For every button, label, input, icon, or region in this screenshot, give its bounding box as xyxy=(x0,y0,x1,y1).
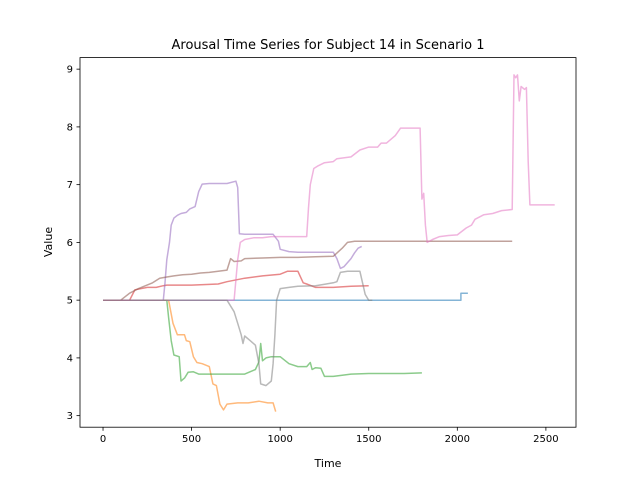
y-tick-label: 5 xyxy=(67,296,73,307)
y-axis: 3 4 5 6 7 8 9 xyxy=(67,65,80,422)
y-tick-label: 4 xyxy=(67,353,73,364)
y-tick-label: 8 xyxy=(67,122,73,133)
plot-area-frame xyxy=(79,57,577,428)
series-line-5 xyxy=(103,180,363,301)
series-line-3 xyxy=(103,299,422,382)
x-tick-label: 500 xyxy=(182,434,201,445)
x-tick-label: 2500 xyxy=(533,434,558,445)
y-tick-label: 9 xyxy=(67,65,73,76)
series-line-7 xyxy=(103,74,555,301)
x-axis-title: Time xyxy=(314,457,342,470)
series-group xyxy=(103,74,555,412)
series-line-8 xyxy=(103,270,373,387)
y-tick-label: 6 xyxy=(67,238,73,249)
x-axis: 0 500 1000 1500 2000 2500 xyxy=(100,427,559,445)
x-tick-label: 2000 xyxy=(445,434,470,445)
x-tick-label: 1500 xyxy=(356,434,381,445)
y-tick-label: 7 xyxy=(67,180,73,191)
series-line-2 xyxy=(103,299,277,412)
x-tick-label: 1000 xyxy=(267,434,292,445)
y-tick-label: 3 xyxy=(67,411,73,422)
y-axis-title: Value xyxy=(42,227,55,257)
chart-title: Arousal Time Series for Subject 14 in Sc… xyxy=(172,38,485,53)
series-line-1 xyxy=(103,292,468,301)
x-tick-label: 0 xyxy=(100,434,106,445)
